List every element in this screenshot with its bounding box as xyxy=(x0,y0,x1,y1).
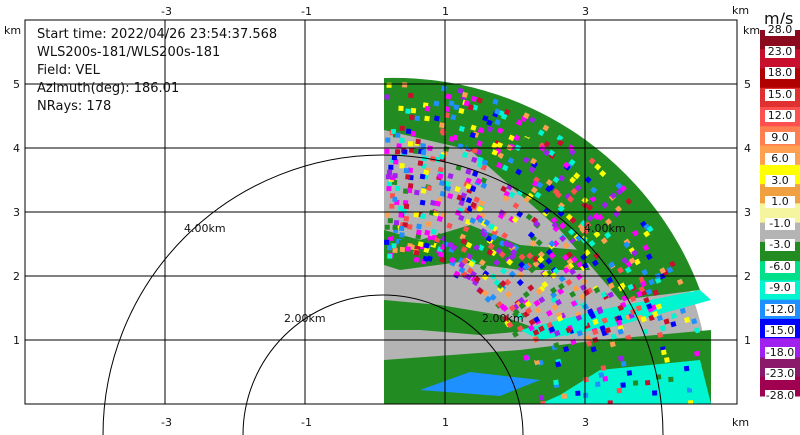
colorbar-label: -23.0 xyxy=(765,367,795,381)
azimuth-text: Azimuth(deg): 186.01 xyxy=(37,81,180,96)
range-ring-label: 4.00km xyxy=(184,222,226,235)
y-tick-label: 4 xyxy=(13,142,20,155)
colorbar-label: -3.0 xyxy=(765,239,795,252)
colorbar-label: -18.0 xyxy=(765,345,795,359)
colorbar-label: 23.0 xyxy=(765,45,795,58)
colorbar-unit: m/s xyxy=(764,9,794,28)
x-tick-label: -3 xyxy=(161,416,172,429)
y-tick-label: 2 xyxy=(744,270,751,283)
range-ring-label: 2.00km xyxy=(482,312,524,325)
x-axis-bottom: -3 -1 1 3 km xyxy=(161,416,749,429)
colorbar-label: 6.0 xyxy=(765,153,795,166)
y-unit-label: km xyxy=(743,24,760,37)
colorbar xyxy=(760,30,800,397)
range-rings xyxy=(102,154,664,435)
x-tick-label: 1 xyxy=(442,416,449,429)
y-axis-left: km 5 4 3 2 1 xyxy=(4,24,21,347)
x-tick-label: -3 xyxy=(161,5,172,18)
colorbar-label: 9.0 xyxy=(765,131,795,144)
y-tick-label: 5 xyxy=(13,78,20,91)
y-axis-right: km 5 4 3 2 1 xyxy=(743,24,760,347)
scan-info: Start time: 2022/04/26 23:54:37.568 WLS2… xyxy=(37,26,277,116)
radar-echo xyxy=(384,77,711,404)
x-unit-label: km xyxy=(732,416,749,429)
colorbar-label: 15.0 xyxy=(765,88,795,101)
colorbar-label: 1.0 xyxy=(765,196,795,209)
colorbar-label: -6.0 xyxy=(765,260,795,273)
colorbar-label: -15.0 xyxy=(765,324,795,338)
echo-speckle xyxy=(384,80,701,404)
colorbar-label: 18.0 xyxy=(765,67,795,80)
x-unit-label: km xyxy=(732,4,749,17)
y-tick-label: 4 xyxy=(744,142,751,155)
x-tick-label: 1 xyxy=(442,5,449,18)
range-ring-label: 4.00km xyxy=(584,222,626,235)
colorbar-label: -12.0 xyxy=(765,302,795,316)
range-ring-label: 2.00km xyxy=(284,312,326,325)
x-tick-label: 3 xyxy=(582,416,589,429)
y-tick-label: 3 xyxy=(744,206,751,219)
x-tick-label: -1 xyxy=(301,416,312,429)
y-tick-label: 1 xyxy=(13,334,20,347)
y-unit-label: km xyxy=(4,24,21,37)
plot-grid xyxy=(24,19,738,405)
site-text: WLS200s-181/WLS200s-181 xyxy=(37,45,221,60)
field-text: Field: VEL xyxy=(37,63,100,78)
colorbar-label: -9.0 xyxy=(765,282,795,295)
colorbar-label: 28.0 xyxy=(765,24,795,36)
y-tick-label: 2 xyxy=(13,270,20,283)
colorbar-label: -28.0 xyxy=(765,389,795,402)
x-tick-label: -1 xyxy=(301,5,312,18)
start-time-text: Start time: 2022/04/26 23:54:37.568 xyxy=(37,27,278,42)
nrays-text: NRays: 178 xyxy=(37,99,112,114)
y-tick-label: 5 xyxy=(744,78,751,91)
colorbar-label: 12.0 xyxy=(765,110,795,123)
y-tick-label: 3 xyxy=(13,206,20,219)
y-tick-label: 1 xyxy=(744,334,751,347)
x-axis-top: -3 -1 1 3 km xyxy=(161,4,749,18)
x-tick-label: 3 xyxy=(582,5,589,18)
colorbar-label: -1.0 xyxy=(765,217,795,230)
colorbar-label: 3.0 xyxy=(765,174,795,187)
